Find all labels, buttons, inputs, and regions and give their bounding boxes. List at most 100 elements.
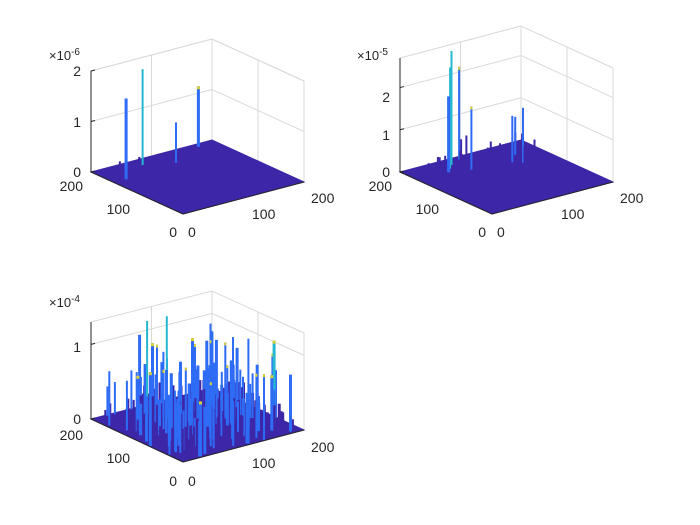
- subplot-3-spike-83: [254, 400, 257, 420]
- subplot-3-spike-cap-186: [255, 373, 258, 377]
- subplot-3-y-axis: [90, 418, 184, 463]
- subplot-1-z-grid-2: [90, 38, 305, 82]
- subplot-3-spike-138: [156, 344, 158, 424]
- subplot-2-spike-12: [458, 66, 461, 160]
- subplot-2-box-top: [399, 25, 614, 69]
- subplot-1-spike-17: [124, 98, 128, 180]
- subplot-3-spike-135: [272, 405, 276, 429]
- subplot-3-spike-133: [151, 396, 155, 422]
- subplot-2-z-tick-1: 1: [382, 127, 390, 143]
- subplot-3-spike-72: [151, 343, 154, 413]
- subplot-3-spike-cap-198: [263, 374, 265, 378]
- subplot-1-spike-23: [202, 184, 205, 189]
- subplot-3-spike-254: [203, 406, 207, 454]
- subplot-3-spike-251: [189, 425, 193, 452]
- subplot-1-spike-16: [252, 176, 255, 183]
- subplot-3-spike-235: [177, 390, 181, 446]
- subplot-2-spike-29: [547, 158, 550, 183]
- subplot-3-spike-250: [181, 428, 184, 451]
- subplot-3-spike-43: [247, 338, 250, 411]
- subplot-3-spike-162: [155, 404, 158, 427]
- subplot-3-spike-236: [227, 434, 230, 449]
- subplot-3-spike-150: [270, 375, 274, 431]
- subplot-1-spike-1: [183, 147, 186, 153]
- subplot-2-spike-9: [460, 139, 463, 158]
- subplot-2-x-axis: [491, 181, 614, 215]
- subplot-3-spike-cap-105: [272, 340, 276, 344]
- subplot-3-spike-109: [239, 369, 242, 423]
- subplot-1-spike-9: [272, 169, 275, 174]
- subplot-3-spike-224: [216, 432, 218, 444]
- subplot-3-spike-256: [179, 405, 182, 453]
- subplot-3-spike-80: [143, 364, 147, 414]
- subplot-3-spike-248: [205, 426, 209, 452]
- subplot-2-spike-41: [493, 182, 496, 195]
- subplot-1-y-tick-200: 200: [60, 178, 84, 194]
- subplot-3-spike-166: [237, 401, 239, 432]
- subplot-3-spike-81: [194, 344, 196, 417]
- subplot-1-y-tick-0: 0: [169, 224, 177, 240]
- subplot-3-spike-105: [272, 340, 276, 424]
- subplot-3-spike-104: [277, 403, 281, 424]
- subplot-3-spike-139: [132, 399, 135, 423]
- subplot-1-y-tick-100: 100: [107, 201, 131, 217]
- subplot-3-spike-204: [158, 399, 161, 436]
- subplot-1-spike-20: [133, 177, 136, 181]
- subplot-3-spike-171: [162, 369, 165, 430]
- subplot-3-spike-143: [291, 419, 294, 432]
- subplot-3-spike-213: [153, 422, 157, 439]
- subplot-2-z-grid-1: [399, 97, 614, 141]
- subplot-3-spike-239: [212, 410, 215, 449]
- subplot-2-z-tick-mark-1: [399, 128, 405, 131]
- subplot-3-spike-146: [251, 373, 254, 430]
- subplot-3-spike-132: [225, 393, 229, 426]
- subplot-3-exponent-label: ×10-4: [49, 294, 80, 310]
- subplot-3-spike-156: [280, 413, 284, 433]
- subplot-2-spike-16: [450, 51, 453, 165]
- subplot-2-z-tick-mark-0: [399, 170, 405, 173]
- subplot-3-x-tick-200: 200: [311, 439, 335, 455]
- subplot-3-spike-217: [241, 415, 244, 445]
- subplot-3-spike-38: [165, 316, 168, 406]
- subplot-2-spike-28: [492, 164, 495, 181]
- subplot-3-spike-82: [146, 321, 149, 415]
- subplot-3-y-tick-0: 0: [169, 473, 177, 489]
- subplot-3-spike-247: [164, 433, 168, 449]
- subplot-3-spike-199: [231, 392, 234, 439]
- subplot-3-spike-4: [208, 365, 212, 397]
- subplot-1-spike-8: [141, 69, 144, 165]
- subplot-3-z-tick-mark-0: [90, 417, 96, 420]
- subplot-3-spike-215: [245, 392, 249, 444]
- subplot-2-spike-17: [507, 143, 510, 168]
- subplot-1-z-tick-1: 1: [73, 114, 81, 130]
- subplot-2-spike-43: [452, 174, 455, 197]
- subplot-1-z-tick-mark-1: [90, 120, 96, 122]
- subplot-1-spike-2: [184, 152, 187, 153]
- subplot-1-z-tick-mark-0: [90, 170, 96, 173]
- subplot-3-spike-219: [217, 423, 221, 444]
- subplot-3-z-tick-0: 0: [73, 411, 81, 427]
- subplot-3-spike-246: [193, 426, 195, 450]
- subplot-3-spike-163: [169, 373, 173, 428]
- subplot-1-spike-4: [175, 122, 177, 163]
- subplot-1-spike-11: [140, 165, 143, 171]
- subplot-1-z-grid-1: [90, 88, 305, 132]
- subplot-2-spike-39: [441, 177, 444, 186]
- subplot-2-spike-31: [438, 157, 441, 179]
- subplot-2-spike-14: [523, 145, 526, 167]
- subplot-2-x-tick-200: 200: [620, 190, 644, 206]
- subplot-2-spike-19: [461, 154, 464, 169]
- subplot-2-spike-11: [522, 107, 524, 163]
- subplot-3-spike-242: [158, 429, 162, 447]
- subplot-3-spike-28: [214, 339, 218, 406]
- subplot-3-x-tick-100: 100: [252, 455, 276, 471]
- subplot-3-spike-180: [242, 405, 245, 437]
- subplot-1-x-tick-200: 200: [311, 190, 335, 206]
- subplot-2-spike-5: [489, 141, 492, 156]
- subplot-2-y-tick-0: 0: [478, 224, 486, 240]
- subplot-3-spike-33: [199, 380, 202, 406]
- subplot-3-spike-51: [203, 389, 207, 411]
- subplot-3-y-tick-200: 200: [60, 427, 84, 443]
- subplot-2-spike-38: [533, 164, 536, 186]
